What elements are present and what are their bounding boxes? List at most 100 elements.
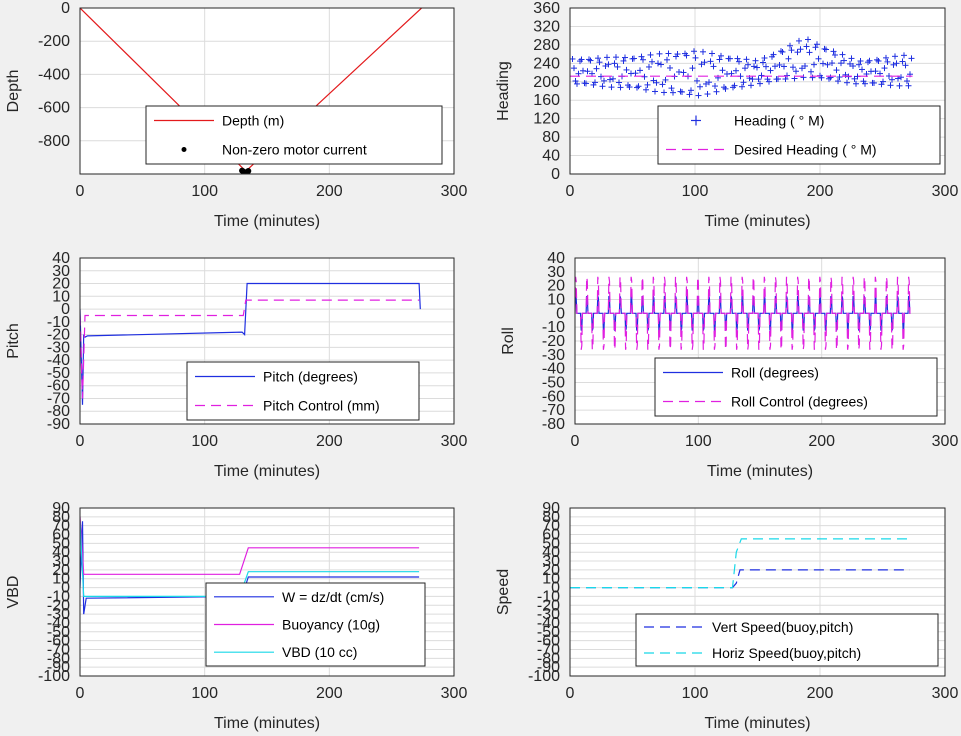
series-heading-m-point [832,52,838,59]
y-tick-label: 30 [52,263,70,280]
legend-label: Desired Heading ( ° M) [734,142,877,158]
x-tick-label: 100 [191,183,218,200]
series-heading-m-point [709,50,715,57]
series-heading-m-point [668,85,675,92]
y-tick-label: -70 [47,641,70,658]
y-tick-label: 40 [547,250,565,267]
series-heading-m-point [839,51,846,58]
series-heading-m-point [688,87,694,94]
x-tick-label: 0 [566,183,575,200]
series-heading-m-point [893,60,900,67]
series-heading-m-point [664,56,670,63]
axes-box [569,7,946,175]
series-heading-m-point [643,86,649,93]
x-tick-label: 300 [932,433,959,450]
legend-entry: Pitch (degrees) [195,369,358,385]
series-heading-m-point [857,57,864,64]
series-heading-m-point [644,81,651,88]
y-tick-label: -400 [38,66,70,83]
y-tick-label: -50 [537,624,560,641]
legend-label: Vert Speed(buoy,pitch) [712,619,853,635]
series-heading-m-point [776,61,783,68]
series-heading-m-point [607,76,613,83]
y-tick-label: -60 [47,633,70,650]
series-heading-m-point [844,79,850,86]
series-heading-m-point [763,63,769,70]
series-heading-m-point [626,84,633,91]
y-tick-label: 90 [542,500,560,517]
y-tick-label: -90 [47,659,70,676]
y-axis-label: VBD [5,576,22,609]
series-heading-m-point [898,74,904,81]
series-heading-m-point [830,48,837,55]
y-tick-label: 320 [533,18,560,35]
y-tick-label: 20 [542,562,560,579]
x-tick-label: 200 [807,183,834,200]
y-tick-label: 360 [533,0,560,17]
series-heading-m-point [904,78,910,85]
y-tick-label: 50 [542,535,560,552]
y-tick-label: -50 [47,365,70,382]
series-heading-m-point [797,46,804,53]
x-tick-label: 300 [932,685,959,702]
series-heading-m-point [824,61,831,68]
series-heading-m-point [596,59,603,66]
series-heading-m-point [802,63,808,70]
y-tick-label: 0 [556,305,565,322]
series-group [80,8,423,174]
series-heading-m-point [733,67,739,74]
x-tick-label: 0 [566,685,575,702]
y-tick-label: 90 [52,500,70,517]
chart-panel-roll: 0 100 200 300403020100-10-20-30-40-50-60-70… [500,250,958,480]
legend: W = dz/dt (cm/s) Buoyancy (10g) VBD (10 cc… [205,582,426,667]
series-heading-m-point [745,61,751,68]
series-heading-m-point [835,78,841,85]
x-tick-label: 0 [76,433,85,450]
x-tick-label: 300 [932,183,959,200]
y-tick-label: 40 [52,544,70,561]
series-heading-m-point [694,77,700,84]
series-heading-m-point [736,58,742,65]
x-tick-label: 300 [441,433,468,450]
y-tick-label: -200 [38,33,70,50]
series-heading-m-point [686,91,693,98]
y-tick-label: 80 [542,509,560,526]
series-heading-m-point [611,60,618,67]
legend-label: Heading ( ° M) [734,113,824,129]
series-heading-m-point [620,57,627,64]
y-tick-label: 80 [542,129,560,146]
series-heading-m-point [884,58,891,65]
series-heading-m-point [772,63,778,70]
series-heading-m-point [818,74,825,81]
legend-entry: W = dz/dt (cm/s) [214,589,384,605]
x-axis-label: Time (minutes) [704,715,810,732]
series-vert-speed-buoy-pitch [570,569,910,589]
series-heading-m-point [605,61,612,68]
y-tick-label: 10 [52,288,70,305]
x-tick-label: 0 [76,685,85,702]
series-heading-m-point [613,54,619,61]
legend-label: Roll (degrees) [731,365,819,381]
series-heading-m-point [632,70,639,77]
series-heading-m-point [901,52,907,59]
series-heading-m-point [805,36,811,43]
series-heading-m-point [743,56,750,63]
series-heading-m-point [785,55,792,62]
y-tick-label: 160 [533,92,560,109]
y-tick-label: 50 [52,535,70,552]
chart-panel-depth: 0 100 200 300 0 -200 -400 -600 -800 Time (minutes… [5,0,467,230]
series-heading-m-point [803,43,810,50]
series-heading-m-point [734,55,741,62]
y-tick-label: 40 [52,250,70,267]
series-heading-m-point [701,59,708,66]
series-heading-m-point [640,56,646,63]
series-heading-m-point [788,47,795,54]
y-tick-label: -100 [38,668,70,685]
legend-entry: VBD (10 cc) [214,644,357,660]
series-heading-m-point [614,63,621,70]
legend: Heading ( ° M) Desired Heading ( ° M) [657,105,941,165]
series-roll-control-degrees [575,276,911,350]
y-tick-label: 10 [52,571,70,588]
y-tick-label: 60 [542,527,560,544]
